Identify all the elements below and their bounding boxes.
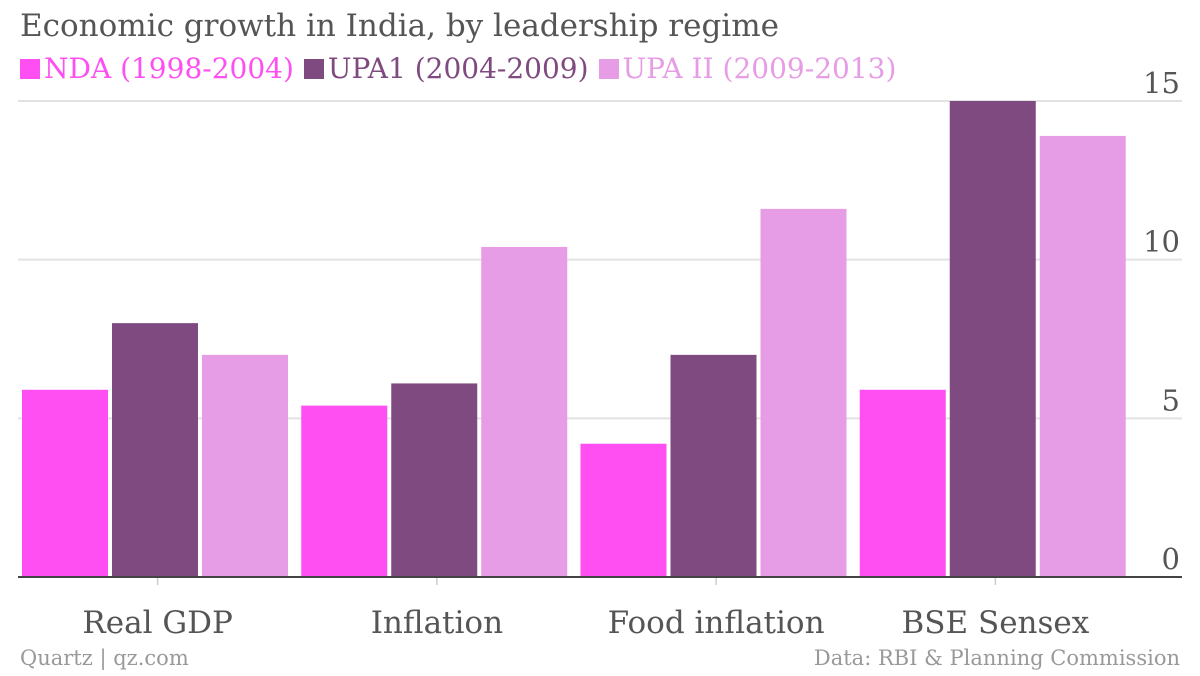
y-tick-label: 10 [1143,225,1180,259]
footer-source-left: Quartz | qz.com [20,646,189,670]
y-tick-label: 5 [1162,383,1180,417]
legend-swatch [303,58,324,79]
y-tick-label: 15 [1143,66,1180,100]
chart-legend: NDA (1998-2004) UPA1 (2004-2009) UPA II (2… [20,52,906,85]
bar [580,443,667,577]
legend-item: UPA II (2009-2013) [598,52,897,85]
bar [301,405,388,577]
legend-label: UPA1 (2004-2009) [327,52,589,85]
bar [670,354,757,577]
x-tick-label: BSE Sensex [901,605,1089,641]
x-tick-label: Real GDP [82,605,232,641]
bar [760,208,847,578]
bar [859,389,946,577]
legend-item: NDA (1998-2004) [20,52,294,85]
bar [202,354,288,577]
x-tick-label: Inflation [371,605,503,641]
legend-label: UPA II (2009-2013) [622,52,897,85]
bar [391,383,478,577]
bar [481,246,568,577]
bar [112,323,198,577]
bar [949,101,1036,577]
bar [1039,135,1126,577]
legend-swatch [20,58,40,79]
legend-item: UPA1 (2004-2009) [303,52,589,85]
footer-source-right: Data: RBI & Planning Commission [813,646,1180,670]
legend-label: NDA (1998-2004) [44,52,294,85]
x-tick-label: Food inflation [608,605,825,641]
legend-swatch [598,58,619,79]
bar [22,389,108,577]
chart-title: Economic growth in India, by leadership … [20,8,779,44]
y-tick-label: 0 [1162,542,1180,576]
